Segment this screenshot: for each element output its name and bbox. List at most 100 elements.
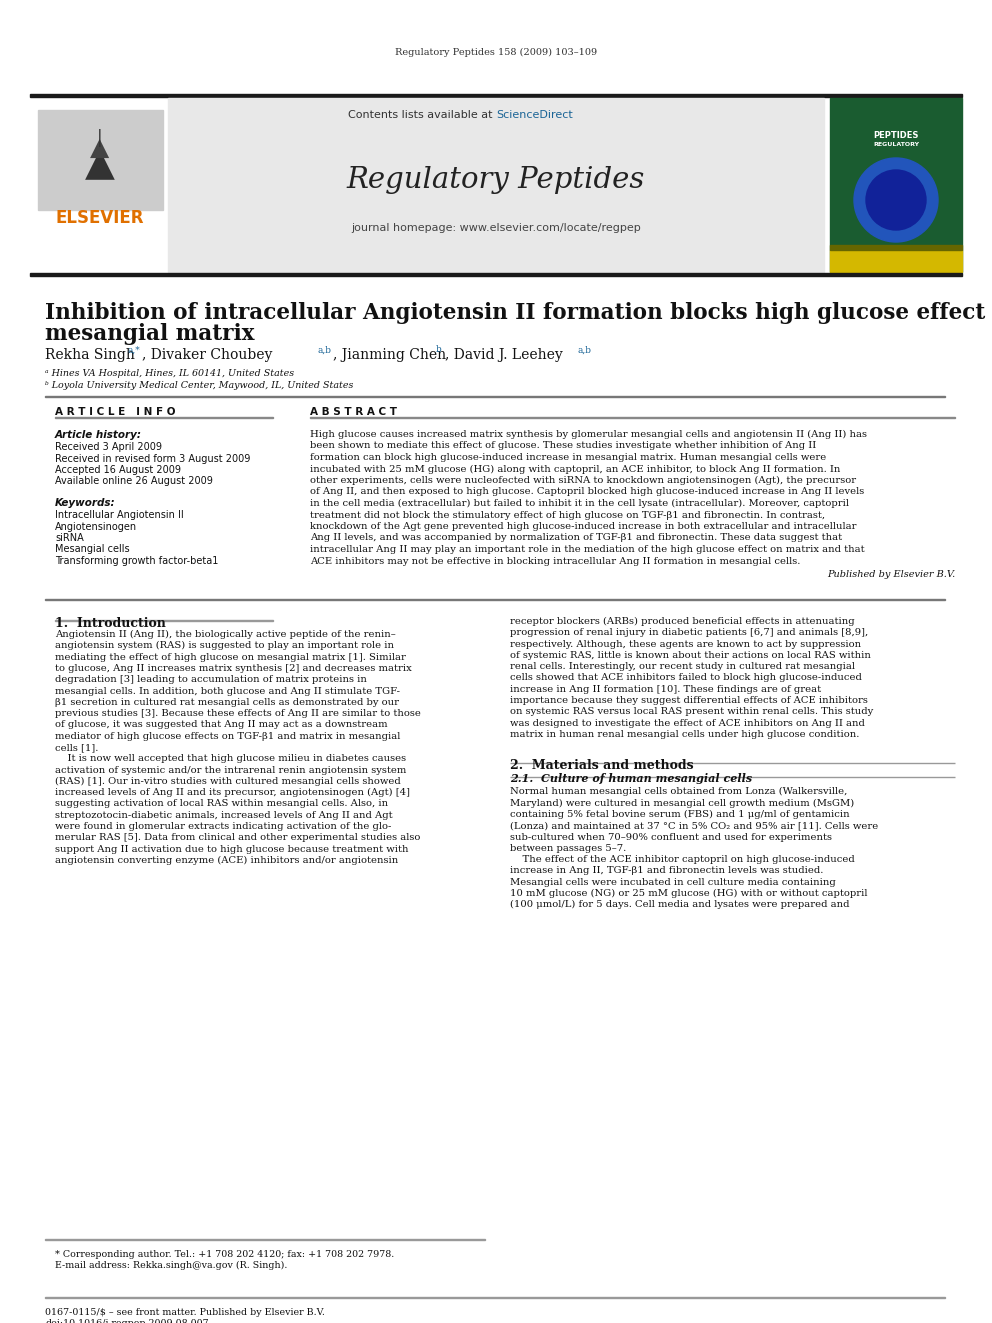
Text: , Divaker Choubey: , Divaker Choubey [142, 348, 273, 363]
Bar [30, 94, 962, 97]
Circle shape [854, 157, 938, 242]
Text: , Jianming Chen: , Jianming Chen [333, 348, 446, 363]
Text: ScienceDirect: ScienceDirect [496, 110, 572, 120]
Text: It is now well accepted that high glucose milieu in diabetes causes: It is now well accepted that high glucos… [55, 754, 406, 763]
Bar [168, 98, 824, 273]
Text: incubated with 25 mM glucose (HG) along with captopril, an ACE inhibitor, to blo: incubated with 25 mM glucose (HG) along … [310, 464, 840, 474]
Text: mediating the effect of high glucose on mesangial matrix [1]. Similar: mediating the effect of high glucose on … [55, 652, 406, 662]
Text: Regulatory Peptides 158 (2009) 103–109: Regulatory Peptides 158 (2009) 103–109 [395, 48, 597, 57]
Text: 2.  Materials and methods: 2. Materials and methods [510, 759, 693, 773]
Text: Rekha Singh: Rekha Singh [45, 348, 135, 363]
Text: ᵇ Loyola University Medical Center, Maywood, IL, United States: ᵇ Loyola University Medical Center, Mayw… [45, 381, 353, 389]
Text: suggesting activation of local RAS within mesangial cells. Also, in: suggesting activation of local RAS withi… [55, 799, 388, 808]
Text: * Corresponding author. Tel.: +1 708 202 4120; fax: +1 708 202 7978.: * Corresponding author. Tel.: +1 708 202… [55, 1250, 394, 1259]
Text: treatment did not block the stimulatory effect of high glucose on TGF-β1 and fib: treatment did not block the stimulatory … [310, 511, 825, 520]
Text: a,b: a,b [317, 345, 331, 355]
Text: ACE inhibitors may not be effective in blocking intracellular Ang II formation i: ACE inhibitors may not be effective in b… [310, 557, 801, 565]
Text: Normal human mesangial cells obtained from Lonza (Walkersville,: Normal human mesangial cells obtained fr… [510, 787, 847, 796]
Text: mesangial matrix: mesangial matrix [45, 323, 255, 345]
Text: The effect of the ACE inhibitor captopril on high glucose-induced: The effect of the ACE inhibitor captopri… [510, 855, 855, 864]
Text: Angiotensin II (Ang II), the biologically active peptide of the renin–: Angiotensin II (Ang II), the biologicall… [55, 630, 396, 639]
Text: was designed to investigate the effect of ACE inhibitors on Ang II and: was designed to investigate the effect o… [510, 718, 865, 728]
Text: ▲: ▲ [85, 144, 115, 183]
Text: matrix in human renal mesangial cells under high glucose condition.: matrix in human renal mesangial cells un… [510, 730, 859, 740]
Text: other experiments, cells were nucleofected with siRNA to knockdown angiotensinog: other experiments, cells were nucleofect… [310, 476, 856, 486]
Text: receptor blockers (ARBs) produced beneficial effects in attenuating: receptor blockers (ARBs) produced benefi… [510, 617, 855, 626]
Text: a,b: a,b [578, 345, 592, 355]
Text: a,*: a,* [128, 345, 141, 355]
Text: Accepted 16 August 2009: Accepted 16 August 2009 [55, 464, 181, 475]
Text: High glucose causes increased matrix synthesis by glomerular mesangial cells and: High glucose causes increased matrix syn… [310, 430, 867, 439]
Text: Keywords:: Keywords: [55, 497, 116, 508]
Text: 0167-0115/$ – see front matter. Published by Elsevier B.V.: 0167-0115/$ – see front matter. Publishe… [45, 1308, 324, 1316]
Text: Inhibition of intracellular Angiotensin II formation blocks high glucose effect : Inhibition of intracellular Angiotensin … [45, 302, 992, 324]
Text: to glucose, Ang II increases matrix synthesis [2] and decreases matrix: to glucose, Ang II increases matrix synt… [55, 664, 412, 673]
Text: Regulatory Peptides: Regulatory Peptides [347, 165, 645, 194]
Text: journal homepage: www.elsevier.com/locate/regpep: journal homepage: www.elsevier.com/locat… [351, 224, 641, 233]
Text: progression of renal injury in diabetic patients [6,7] and animals [8,9],: progression of renal injury in diabetic … [510, 628, 868, 638]
Text: A R T I C L E   I N F O: A R T I C L E I N F O [55, 407, 176, 417]
Text: streptozotocin-diabetic animals, increased levels of Ang II and Agt: streptozotocin-diabetic animals, increas… [55, 811, 393, 820]
Text: 1.  Introduction: 1. Introduction [55, 617, 166, 630]
Text: between passages 5–7.: between passages 5–7. [510, 844, 626, 853]
Text: Published by Elsevier B.V.: Published by Elsevier B.V. [826, 570, 955, 579]
Text: (RAS) [1]. Our in-vitro studies with cultured mesangial cells showed: (RAS) [1]. Our in-vitro studies with cul… [55, 777, 401, 786]
Text: Mesangial cells: Mesangial cells [55, 545, 130, 554]
Text: increase in Ang II, TGF-β1 and fibronectin levels was studied.: increase in Ang II, TGF-β1 and fibronect… [510, 867, 823, 876]
Text: A B S T R A C T: A B S T R A C T [310, 407, 397, 417]
Text: increase in Ang II formation [10]. These findings are of great: increase in Ang II formation [10]. These… [510, 685, 821, 693]
Bar [830, 245, 962, 250]
Text: of systemic RAS, little is known about their actions on local RAS within: of systemic RAS, little is known about t… [510, 651, 871, 660]
Text: Angiotensinogen: Angiotensinogen [55, 521, 137, 532]
Text: PEPTIDES: PEPTIDES [873, 131, 919, 140]
Text: formation can block high glucose-induced increase in mesangial matrix. Human mes: formation can block high glucose-induced… [310, 452, 826, 462]
Text: Article history:: Article history: [55, 430, 142, 441]
Text: mediator of high glucose effects on TGF-β1 and matrix in mesangial: mediator of high glucose effects on TGF-… [55, 732, 401, 741]
Text: , David J. Leehey: , David J. Leehey [445, 348, 562, 363]
Text: ▲: ▲ [90, 136, 110, 160]
Text: mesangial cells. In addition, both glucose and Ang II stimulate TGF-: mesangial cells. In addition, both gluco… [55, 687, 400, 696]
Text: of Ang II, and then exposed to high glucose. Captopril blocked high glucose-indu: of Ang II, and then exposed to high gluc… [310, 487, 864, 496]
Text: activation of systemic and/or the intrarenal renin angiotensin system: activation of systemic and/or the intrar… [55, 766, 407, 774]
Text: ELSEVIER: ELSEVIER [56, 209, 144, 228]
Text: of glucose, it was suggested that Ang II may act as a downstream: of glucose, it was suggested that Ang II… [55, 721, 388, 729]
Text: sub-cultured when 70–90% confluent and used for experiments: sub-cultured when 70–90% confluent and u… [510, 832, 832, 841]
Text: containing 5% fetal bovine serum (FBS) and 1 μg/ml of gentamicin: containing 5% fetal bovine serum (FBS) a… [510, 810, 849, 819]
Text: siRNA: siRNA [55, 533, 83, 542]
Text: (100 μmol/L) for 5 days. Cell media and lysates were prepared and: (100 μmol/L) for 5 days. Cell media and … [510, 900, 849, 909]
Text: merular RAS [5]. Data from clinical and other experimental studies also: merular RAS [5]. Data from clinical and … [55, 833, 421, 843]
Text: Received in revised form 3 August 2009: Received in revised form 3 August 2009 [55, 454, 250, 463]
Text: knockdown of the Agt gene prevented high glucose-induced increase in both extrac: knockdown of the Agt gene prevented high… [310, 523, 856, 531]
Text: on systemic RAS versus local RAS present within renal cells. This study: on systemic RAS versus local RAS present… [510, 708, 873, 716]
Text: respectively. Although, these agents are known to act by suppression: respectively. Although, these agents are… [510, 639, 861, 648]
Bar [830, 98, 962, 273]
Circle shape [866, 169, 926, 230]
Text: cells showed that ACE inhibitors failed to block high glucose-induced: cells showed that ACE inhibitors failed … [510, 673, 862, 683]
Text: increased levels of Ang II and its precursor, angiotensinogen (Agt) [4]: increased levels of Ang II and its precu… [55, 789, 410, 798]
Text: Contents lists available at: Contents lists available at [348, 110, 496, 120]
Text: angiotensin system (RAS) is suggested to play an important role in: angiotensin system (RAS) is suggested to… [55, 642, 394, 651]
Text: previous studies [3]. Because these effects of Ang II are similar to those: previous studies [3]. Because these effe… [55, 709, 421, 718]
Text: importance because they suggest differential effects of ACE inhibitors: importance because they suggest differen… [510, 696, 868, 705]
Text: E-mail address: Rekka.singh@va.gov (R. Singh).: E-mail address: Rekka.singh@va.gov (R. S… [55, 1261, 288, 1270]
Bar [38, 110, 163, 210]
Text: Intracellular Angiotensin II: Intracellular Angiotensin II [55, 509, 184, 520]
Text: renal cells. Interestingly, our recent study in cultured rat mesangial: renal cells. Interestingly, our recent s… [510, 663, 855, 671]
Text: Ang II levels, and was accompanied by normalization of TGF-β1 and fibronectin. T: Ang II levels, and was accompanied by no… [310, 533, 842, 542]
Text: support Ang II activation due to high glucose because treatment with: support Ang II activation due to high gl… [55, 844, 409, 853]
Text: Received 3 April 2009: Received 3 April 2009 [55, 442, 162, 452]
Text: 10 mM glucose (NG) or 25 mM glucose (HG) with or without captopril: 10 mM glucose (NG) or 25 mM glucose (HG)… [510, 889, 867, 898]
Text: intracellular Ang II may play an important role in the mediation of the high glu: intracellular Ang II may play an importa… [310, 545, 865, 554]
Bar [30, 273, 962, 277]
Text: degradation [3] leading to accumulation of matrix proteins in: degradation [3] leading to accumulation … [55, 675, 367, 684]
Text: Mesangial cells were incubated in cell culture media containing: Mesangial cells were incubated in cell c… [510, 877, 835, 886]
Text: 2.1.  Culture of human mesangial cells: 2.1. Culture of human mesangial cells [510, 774, 752, 785]
Text: doi:10.1016/j.regpep.2009.08.007: doi:10.1016/j.regpep.2009.08.007 [45, 1319, 208, 1323]
Text: Available online 26 August 2009: Available online 26 August 2009 [55, 476, 213, 487]
Text: Transforming growth factor-beta1: Transforming growth factor-beta1 [55, 556, 218, 566]
Text: ᵃ Hines VA Hospital, Hines, IL 60141, United States: ᵃ Hines VA Hospital, Hines, IL 60141, Un… [45, 369, 294, 377]
Text: in the cell media (extracellular) but failed to inhibit it in the cell lysate (i: in the cell media (extracellular) but fa… [310, 499, 849, 508]
Text: b: b [436, 345, 441, 355]
Text: Maryland) were cultured in mesangial cell growth medium (MsGM): Maryland) were cultured in mesangial cel… [510, 799, 854, 808]
Text: were found in glomerular extracts indicating activation of the glo-: were found in glomerular extracts indica… [55, 822, 392, 831]
